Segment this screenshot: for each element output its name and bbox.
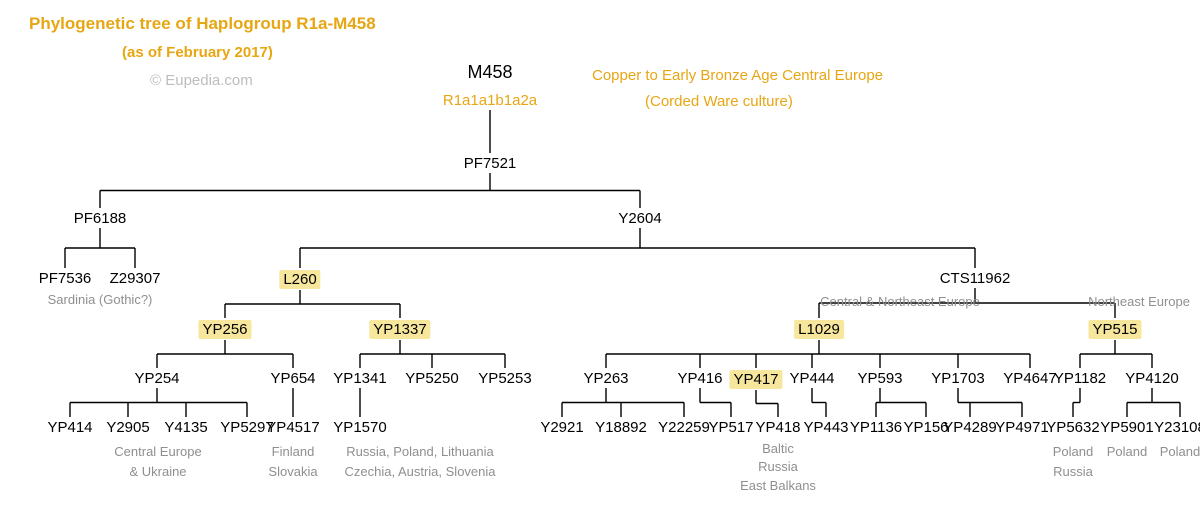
- tree-node-Z29307: Z29307: [110, 270, 161, 287]
- context-line-1: Copper to Early Bronze Age Central Europ…: [592, 67, 883, 84]
- tree-node-YP414: YP414: [47, 419, 92, 436]
- tree-node-YP654: YP654: [270, 370, 315, 387]
- tree-node-YP417: YP417: [729, 370, 782, 389]
- tree-node-YP5632: YP5632: [1046, 419, 1099, 436]
- region-label-4: & Ukraine: [129, 463, 186, 481]
- tree-node-PF7521: PF7521: [464, 155, 517, 172]
- tree-node-YP444: YP444: [789, 370, 834, 387]
- context-line-2: (Corded Ware culture): [645, 93, 793, 110]
- tree-node-YP254: YP254: [134, 370, 179, 387]
- tree-node-YP263: YP263: [583, 370, 628, 387]
- region-label-15: Poland: [1160, 443, 1200, 461]
- tree-node-YP517: YP517: [708, 419, 753, 436]
- tree-node-YP5901: YP5901: [1100, 419, 1153, 436]
- tree-node-PF7536: PF7536: [39, 270, 92, 287]
- tree-node-L260: L260: [279, 270, 320, 289]
- tree-node-YP1341: YP1341: [333, 370, 386, 387]
- region-label-10: Russia: [758, 458, 798, 476]
- tree-node-YP4517: YP4517: [266, 419, 319, 436]
- tree-node-YP443: YP443: [803, 419, 848, 436]
- region-label-5: Finland: [272, 443, 315, 461]
- tree-node-YP1570: YP1570: [333, 419, 386, 436]
- region-label-11: East Balkans: [740, 477, 816, 495]
- tree-node-YP1182: YP1182: [1054, 370, 1106, 387]
- tree-node-YP418: YP418: [755, 419, 800, 436]
- page-title: Phylogenetic tree of Haplogroup R1a-M458: [29, 14, 376, 34]
- tree-node-Y2604: Y2604: [618, 210, 661, 227]
- region-label-0: Sardinia (Gothic?): [48, 291, 153, 309]
- region-label-13: Russia: [1053, 463, 1093, 481]
- tree-node-R1a: R1a1a1b1a2a: [443, 92, 537, 109]
- tree-node-YP515: YP515: [1088, 320, 1141, 339]
- tree-node-YP4647: YP4647: [1003, 370, 1056, 387]
- tree-node-Y22259: Y22259: [658, 419, 710, 436]
- region-label-6: Slovakia: [268, 463, 317, 481]
- tree-node-YP256: YP256: [198, 320, 251, 339]
- tree-node-YP1703: YP1703: [931, 370, 984, 387]
- tree-node-Y18892: Y18892: [595, 419, 647, 436]
- region-label-2: Northeast Europe: [1088, 293, 1190, 311]
- region-label-7: Russia, Poland, Lithuania: [346, 443, 493, 461]
- tree-node-CTS11962: CTS11962: [940, 270, 1011, 287]
- tree-node-PF6188: PF6188: [74, 210, 127, 227]
- region-label-9: Baltic: [762, 440, 794, 458]
- region-label-1: Central & Northeast Europe: [820, 293, 980, 311]
- tree-node-M458: M458: [467, 62, 512, 83]
- tree-node-Y4135: Y4135: [164, 419, 207, 436]
- tree-node-Y2921: Y2921: [540, 419, 583, 436]
- tree-node-YP156: YP156: [903, 419, 948, 436]
- page-subtitle: (as of February 2017): [122, 44, 273, 61]
- region-label-3: Central Europe: [114, 443, 201, 461]
- tree-node-YP1337: YP1337: [369, 320, 430, 339]
- tree-node-YP1136: YP1136: [850, 419, 902, 436]
- tree-node-L1029: L1029: [794, 320, 844, 339]
- tree-node-YP4120: YP4120: [1125, 370, 1178, 387]
- region-label-14: Poland: [1107, 443, 1147, 461]
- tree-node-YP416: YP416: [677, 370, 722, 387]
- region-label-8: Czechia, Austria, Slovenia: [344, 463, 495, 481]
- tree-node-YP593: YP593: [857, 370, 902, 387]
- tree-node-YP5253: YP5253: [478, 370, 531, 387]
- copyright-text: © Eupedia.com: [150, 72, 253, 89]
- tree-node-YP4289: YP4289: [943, 419, 996, 436]
- tree-node-Y23108: Y23108: [1154, 419, 1200, 436]
- tree-node-YP5250: YP5250: [405, 370, 458, 387]
- tree-node-YP4971: YP4971: [995, 419, 1048, 436]
- region-label-12: Poland: [1053, 443, 1093, 461]
- tree-node-Y2905: Y2905: [106, 419, 149, 436]
